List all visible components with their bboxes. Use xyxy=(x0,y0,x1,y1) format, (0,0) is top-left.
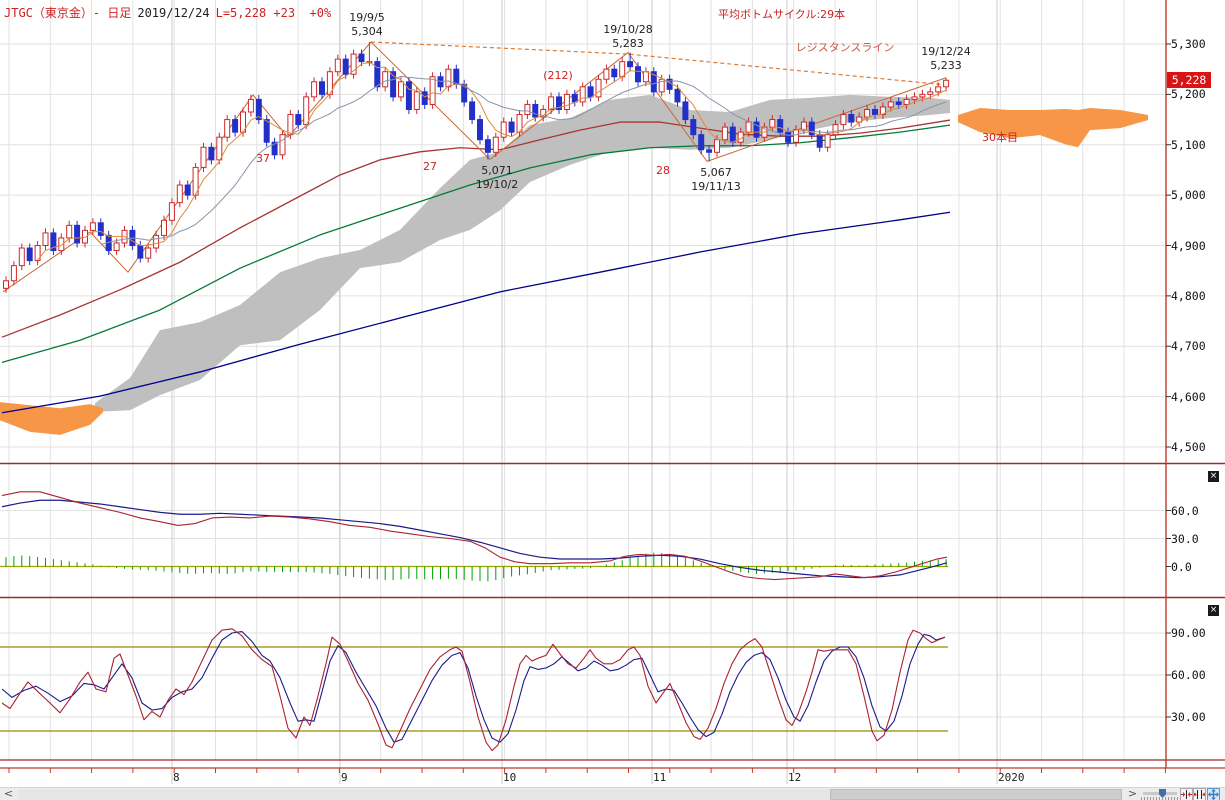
chart-annotation: 27 xyxy=(423,160,437,173)
zoom-slider-thumb[interactable] xyxy=(1159,789,1166,798)
price-axis-label: 4,800 xyxy=(1171,288,1206,303)
chart-annotation: 19/12/24 5,233 xyxy=(921,45,971,72)
scroll-right-button[interactable]: > xyxy=(1127,787,1138,800)
chart-annotation: 平均ボトムサイクル:29本 xyxy=(718,8,846,21)
stochastic-axis-label: 60.00 xyxy=(1171,668,1206,682)
price-axis-label: 4,900 xyxy=(1171,238,1206,253)
chart-annotation: 5,067 19/11/13 xyxy=(691,166,741,193)
close-icon[interactable]: × xyxy=(1208,605,1219,616)
scrollbar-track[interactable] xyxy=(18,789,1122,800)
month-label: 12 xyxy=(788,771,802,784)
last-quote: L=5,228 +23 +0% xyxy=(215,6,332,20)
scroll-left-button[interactable]: < xyxy=(3,787,14,800)
move-crosshair-icon xyxy=(1208,789,1219,800)
price-axis-label: 4,500 xyxy=(1171,440,1206,454)
month-label: 8 xyxy=(173,771,180,784)
price-axis-label: 5,100 xyxy=(1171,137,1206,152)
stochastic-axis-label: 90.00 xyxy=(1171,626,1206,640)
zoom-slider-ticks xyxy=(1141,797,1179,800)
month-label: 10 xyxy=(503,771,517,784)
chart-annotation: 19/9/5 5,304 xyxy=(349,11,385,38)
pan-mode-button[interactable] xyxy=(1207,788,1220,800)
narrow-bars-button[interactable] xyxy=(1180,788,1193,800)
last-price-tag: 5,228 xyxy=(1167,72,1211,88)
chart-annotation: 37 xyxy=(256,152,270,165)
oscillator-axis-label: 30.0 xyxy=(1171,531,1199,546)
widen-bars-icon xyxy=(1193,790,1206,799)
chart-annotation: 19/10/28 5,283 xyxy=(603,23,653,50)
month-label: 11 xyxy=(653,771,667,784)
horizontal-scrollbar: < > xyxy=(0,787,1225,800)
chart-annotation: 30本目 xyxy=(982,131,1018,144)
price-axis-label: 4,600 xyxy=(1171,389,1206,404)
widen-bars-button[interactable] xyxy=(1193,788,1206,800)
price-axis-label: 5,200 xyxy=(1171,87,1206,102)
price-axis-label: 4,700 xyxy=(1171,339,1206,354)
month-label: 2020 xyxy=(998,771,1025,784)
stochastic-axis-label: 30.00 xyxy=(1171,710,1206,724)
scrollbar-thumb[interactable] xyxy=(830,789,1122,800)
narrow-bars-icon xyxy=(1181,790,1192,799)
chart-annotation: (212) xyxy=(543,69,573,82)
price-axis-label: 5,000 xyxy=(1171,188,1206,203)
zoom-slider[interactable] xyxy=(1143,789,1177,798)
chart-annotation: 5,071 19/10/2 xyxy=(475,164,519,191)
oscillator-axis-label: 60.0 xyxy=(1171,503,1199,518)
month-label: 9 xyxy=(341,771,348,784)
chart-date: 2019/12/24 xyxy=(137,6,210,20)
chart-title: JTGC（東京金）- 日足 2019/12/24 L=5,228 +23 +0% xyxy=(4,4,331,21)
close-icon[interactable]: × xyxy=(1208,471,1219,482)
chart-annotation: 28 xyxy=(656,164,670,177)
price-axis-label: 5,300 xyxy=(1171,37,1206,51)
oscillator-axis-label: 0.0 xyxy=(1171,559,1192,574)
chart-annotation: レジスタンスライン xyxy=(795,41,895,54)
symbol-period: JTGC（東京金）- 日足 xyxy=(4,6,132,20)
